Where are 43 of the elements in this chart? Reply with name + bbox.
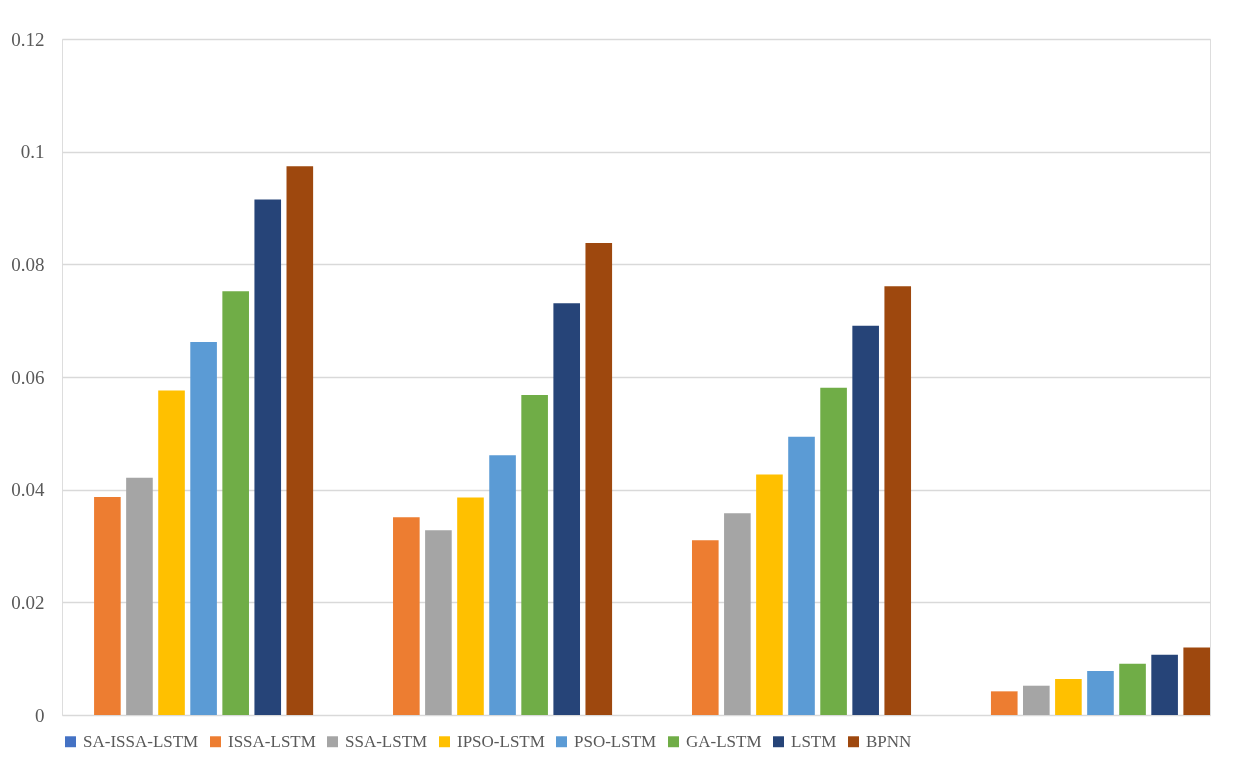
bar	[393, 517, 420, 715]
bar	[94, 496, 121, 715]
bar	[585, 242, 613, 715]
legend-label: LSTM	[791, 731, 837, 751]
y-tick-label: 0	[35, 704, 45, 726]
bar	[1055, 678, 1082, 715]
bar	[1087, 671, 1114, 715]
bar	[884, 286, 912, 715]
legend-label: GA-LSTM	[686, 731, 762, 751]
bar	[788, 436, 815, 715]
bar	[852, 325, 879, 715]
bar	[521, 395, 548, 715]
legend-label: SA-ISSA-LSTM	[83, 731, 199, 751]
y-tick-label: 0.02	[11, 591, 45, 613]
bar	[820, 387, 847, 715]
bar	[691, 540, 719, 715]
bar	[1119, 663, 1146, 715]
legend-label: IPSO-LSTM	[457, 731, 545, 751]
bar	[553, 303, 581, 715]
bar	[158, 390, 185, 715]
bar	[489, 455, 516, 715]
bar	[1151, 654, 1178, 715]
legend-label: ISSA-LSTM	[228, 731, 316, 751]
bar	[724, 513, 751, 715]
bar	[457, 497, 484, 715]
legend-label: PSO-LSTM	[574, 731, 657, 751]
bar	[425, 530, 452, 715]
bar	[756, 474, 783, 715]
legend-label: BPNN	[866, 731, 912, 751]
bar	[254, 199, 282, 715]
bar	[1023, 685, 1050, 715]
bar	[222, 291, 249, 715]
legend-label: SSA-LSTM	[345, 731, 428, 751]
y-tick-label: 0.08	[11, 253, 45, 275]
bar	[126, 477, 153, 715]
y-tick-label: 0.1	[20, 141, 45, 163]
bar	[190, 342, 217, 715]
y-tick-label: 0.04	[11, 479, 45, 501]
bar	[990, 691, 1018, 715]
y-tick-label: 0.06	[11, 366, 45, 388]
y-tick-label: 0.12	[11, 28, 45, 50]
bar	[1183, 647, 1210, 715]
bar	[286, 166, 314, 715]
